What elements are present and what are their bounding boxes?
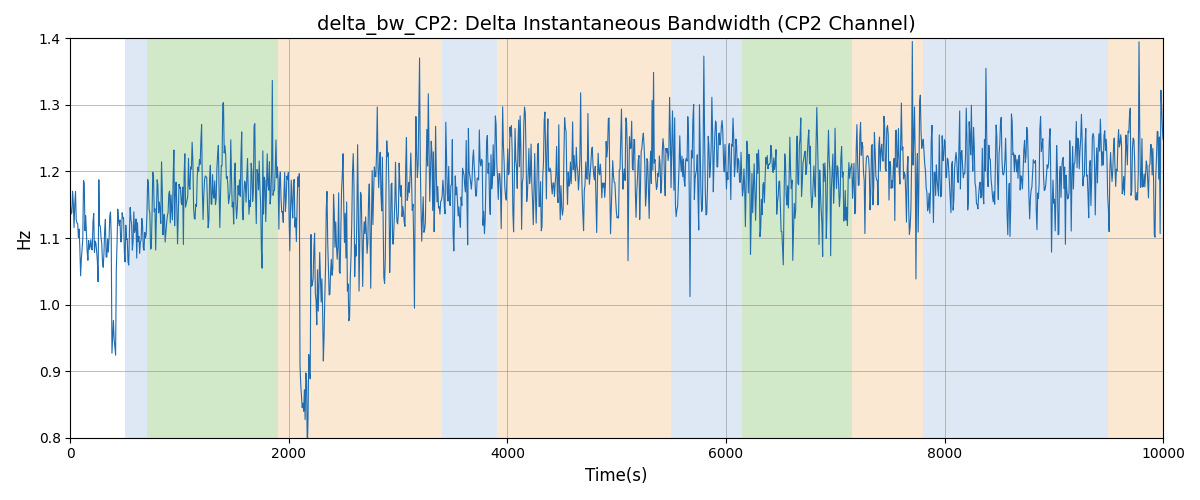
Bar xyxy=(497,38,671,438)
X-axis label: Time(s): Time(s) xyxy=(586,467,648,485)
Bar xyxy=(125,38,146,438)
Bar xyxy=(923,38,1109,438)
Bar xyxy=(278,38,442,438)
Bar xyxy=(671,38,743,438)
Title: delta_bw_CP2: Delta Instantaneous Bandwidth (CP2 Channel): delta_bw_CP2: Delta Instantaneous Bandwi… xyxy=(317,15,916,35)
Bar xyxy=(442,38,497,438)
Bar xyxy=(146,38,278,438)
Bar xyxy=(743,38,852,438)
Bar xyxy=(852,38,923,438)
Y-axis label: Hz: Hz xyxy=(14,228,32,248)
Bar xyxy=(1109,38,1174,438)
